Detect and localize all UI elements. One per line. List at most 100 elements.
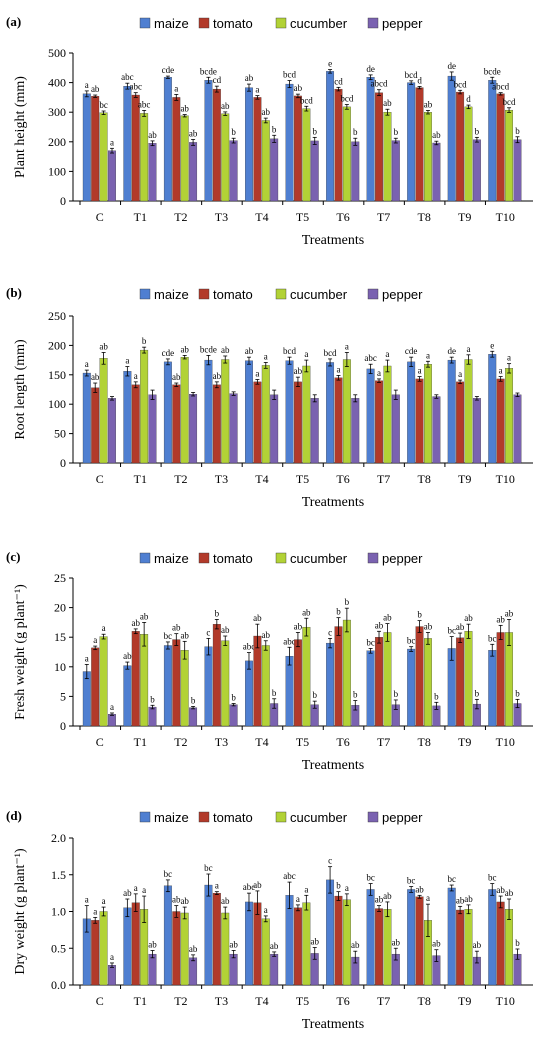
bar-pepper-T1 (148, 953, 157, 986)
bar-cucumber-T9 (464, 359, 473, 464)
significance-label: bc (488, 633, 497, 643)
x-tick-label: T9 (458, 994, 471, 1008)
legend-swatch-maize (139, 811, 151, 823)
bar-maize-T10 (488, 650, 497, 727)
y-axis-title: Dry weight (g plant⁻¹) (13, 848, 28, 975)
significance-label: ab (189, 944, 198, 954)
significance-label: abc (138, 99, 151, 109)
x-tick-label: T9 (458, 735, 471, 749)
bar-tomato-T8 (415, 87, 424, 202)
x-tick-label: T5 (296, 994, 309, 1008)
significance-label: ab (505, 888, 514, 898)
bar-tomato-T6 (334, 88, 343, 202)
bar-cucumber-T10 (505, 909, 514, 986)
significance-label: ab (383, 891, 392, 901)
significance-label: ab (302, 607, 311, 617)
x-tick-label: C (96, 210, 104, 224)
x-tick-label: T7 (377, 735, 390, 749)
bar-maize-T8 (407, 648, 416, 727)
x-tick-label: T5 (296, 735, 309, 749)
legend-label-pepper: pepper (382, 16, 423, 31)
significance-label: a (134, 883, 138, 893)
significance-label: ab (392, 937, 401, 947)
bar-cucumber-T7 (383, 909, 392, 986)
significance-label: a (255, 369, 259, 379)
bar-pepper-T5 (310, 140, 319, 202)
significance-label: a (85, 895, 89, 905)
significance-label: ab (229, 939, 238, 949)
significance-label: a (110, 702, 114, 712)
bar-tomato-T3 (212, 384, 221, 464)
bar-maize-T8 (407, 361, 416, 464)
significance-label: cde (162, 65, 175, 75)
y-tick-label: 0 (60, 719, 66, 733)
bar-maize-T1 (123, 86, 132, 202)
bar-maize-T6 (326, 642, 335, 727)
chart-panel-2: (b) maize tomato cucumber pepper 0 50 100 150 200… (6, 285, 533, 510)
bar-cucumber-T3 (221, 359, 230, 464)
significance-label: bcd (300, 95, 313, 105)
significance-label: a (304, 349, 308, 359)
significance-label: a (345, 883, 349, 893)
x-tick-label: T2 (174, 994, 187, 1008)
bar-tomato-T3 (212, 88, 221, 202)
bar-tomato-T1 (131, 902, 140, 986)
x-tick-label: T7 (377, 994, 390, 1008)
x-tick-label: T9 (458, 210, 471, 224)
significance-label: ab (262, 107, 271, 117)
y-tick-label: 25 (54, 571, 66, 585)
y-tick-label: 15 (54, 630, 66, 644)
significance-label: abc (243, 642, 256, 652)
significance-label: b (353, 127, 358, 137)
significance-label: abc (243, 882, 256, 892)
significance-label: b (515, 126, 520, 136)
significance-label: a (142, 885, 146, 895)
significance-label: bcd (283, 346, 296, 356)
significance-label: abc (283, 636, 296, 646)
bar-cucumber-T4 (261, 645, 270, 727)
legend-label-maize: maize (154, 551, 189, 566)
x-tick-label: T2 (174, 735, 187, 749)
bar-tomato-T6 (334, 377, 343, 464)
legend-swatch-cucumber (275, 811, 287, 823)
bar-pepper-T5 (310, 398, 319, 464)
legend-label-cucumber: cucumber (290, 551, 348, 566)
significance-label: bcd (283, 70, 296, 80)
y-axis-title: Plant height (mm) (13, 76, 28, 178)
bar-maize-T7 (366, 77, 375, 202)
significance-label: ab (294, 621, 303, 631)
bar-pepper-T8 (432, 396, 441, 464)
bar-tomato-T4 (253, 635, 262, 727)
y-tick-label: 0.0 (51, 978, 66, 992)
bar-cucumber-T5 (302, 108, 311, 202)
significance-label: ab (140, 611, 149, 621)
bar-pepper-T4 (270, 138, 279, 202)
bar-pepper-T1 (148, 394, 157, 464)
significance-label: bcde (200, 344, 217, 354)
significance-label: bcde (200, 66, 217, 76)
legend-label-pepper: pepper (382, 287, 423, 302)
bar-cucumber-T7 (383, 112, 392, 202)
bar-tomato-T5 (293, 639, 302, 727)
significance-label: cd (213, 75, 222, 85)
significance-label: ab (253, 613, 262, 623)
significance-label: ab (189, 128, 198, 138)
significance-label: ab (262, 630, 271, 640)
bar-pepper-C (108, 398, 116, 464)
bar-maize-T2 (163, 885, 172, 986)
significance-label: ab (91, 84, 100, 94)
y-tick-label: 100 (48, 397, 66, 411)
significance-label: a (110, 952, 114, 962)
significance-label: a (385, 349, 389, 359)
x-tick-label: T7 (377, 210, 390, 224)
bar-cucumber-T3 (221, 912, 230, 986)
significance-label: ab (496, 885, 505, 895)
bar-cucumber-T6 (342, 106, 351, 202)
bar-maize-T4 (245, 360, 253, 464)
bar-tomato-T7 (375, 908, 383, 986)
bar-tomato-C (91, 920, 100, 986)
x-tick-label: T3 (215, 210, 228, 224)
bar-cucumber-C (99, 358, 108, 464)
legend: maize tomato cucumber pepper (139, 16, 423, 31)
bar-tomato-T9 (456, 381, 465, 464)
